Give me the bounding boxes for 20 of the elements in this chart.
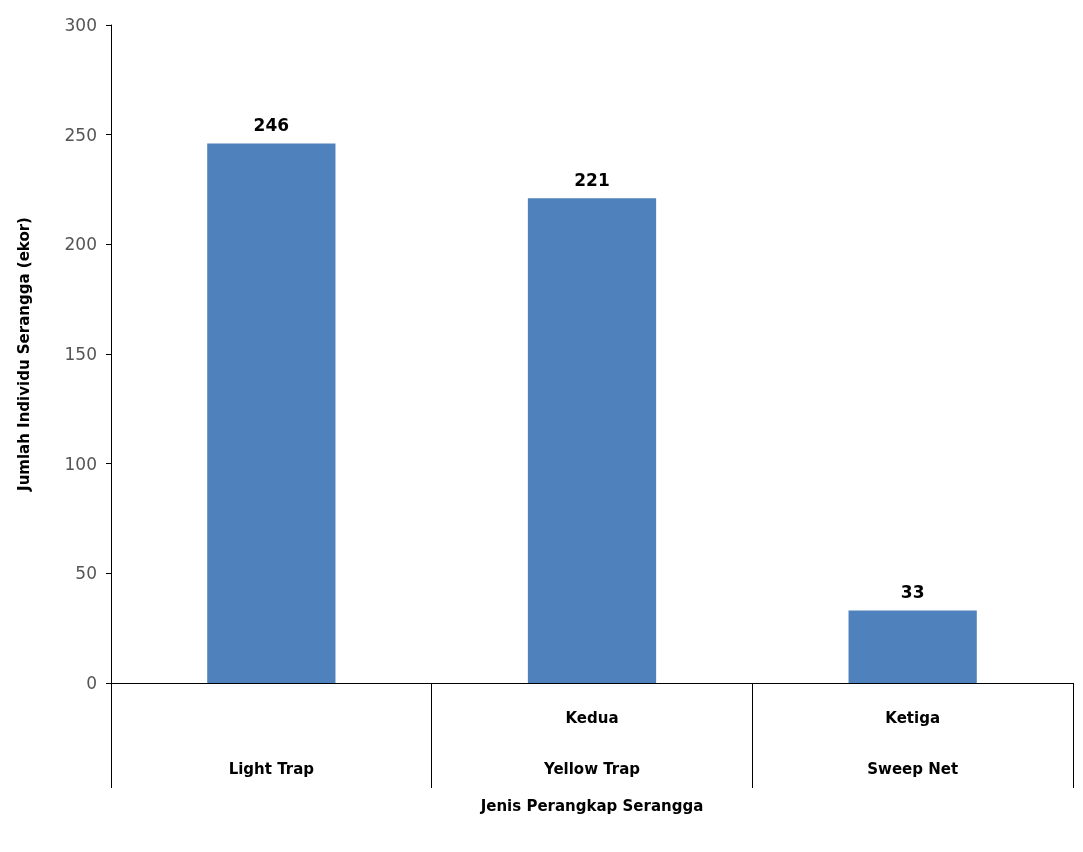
y-tick-label: 200	[64, 234, 97, 255]
data-label: 33	[900, 582, 925, 603]
text: Ketiga	[885, 709, 941, 727]
y-tick-label: 250	[64, 124, 97, 145]
bar	[848, 610, 977, 683]
y-tick-label: 300	[64, 15, 97, 35]
x-tick-label: Light Trap	[228, 759, 315, 778]
y-tick-label: 50	[75, 563, 97, 584]
bar	[527, 198, 657, 683]
text: Kedua	[565, 709, 619, 727]
data-label: 221	[574, 169, 610, 190]
y-tick-label: 0	[86, 673, 97, 693]
x-axis-title: Jenis Perangkap Serangga	[479, 796, 704, 815]
y-axis-title: Jumlah Individu Serangga (ekor)	[14, 217, 33, 492]
y-tick-label: 150	[64, 344, 97, 364]
x-tick-label: Sweep Net	[867, 759, 959, 778]
y-tick-label: 100	[64, 453, 97, 474]
bar	[207, 143, 336, 683]
x-tick-label: Yellow Trap	[542, 759, 641, 778]
data-label: 246	[253, 114, 290, 135]
